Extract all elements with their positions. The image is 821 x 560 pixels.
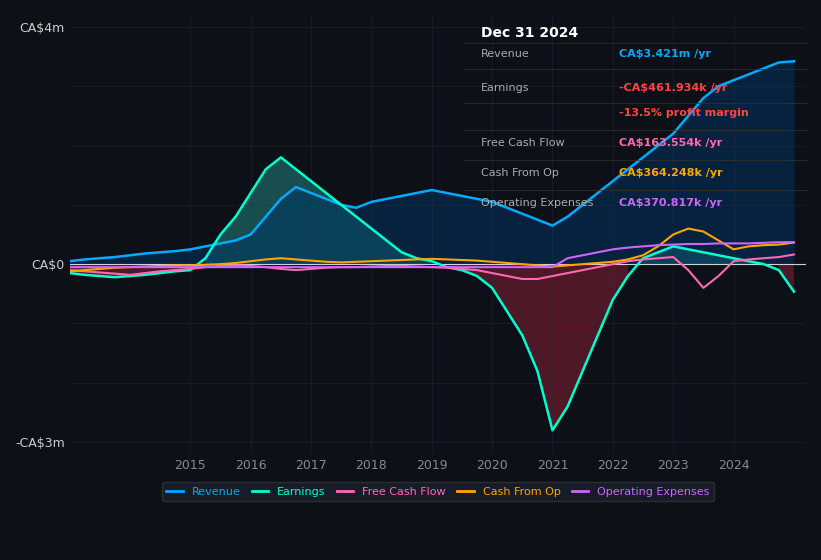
- Text: CA$364.248k /yr: CA$364.248k /yr: [619, 168, 722, 178]
- Text: Revenue: Revenue: [481, 49, 530, 59]
- Text: Free Cash Flow: Free Cash Flow: [481, 138, 565, 148]
- Legend: Revenue, Earnings, Free Cash Flow, Cash From Op, Operating Expenses: Revenue, Earnings, Free Cash Flow, Cash …: [162, 482, 714, 501]
- Text: CA$370.817k /yr: CA$370.817k /yr: [619, 198, 722, 208]
- Text: -CA$461.934k /yr: -CA$461.934k /yr: [619, 83, 727, 93]
- Text: Earnings: Earnings: [481, 83, 530, 93]
- Text: Cash From Op: Cash From Op: [481, 168, 559, 178]
- Text: Operating Expenses: Operating Expenses: [481, 198, 594, 208]
- Text: Dec 31 2024: Dec 31 2024: [481, 26, 578, 40]
- Text: -13.5% profit margin: -13.5% profit margin: [619, 108, 749, 118]
- Text: CA$3.421m /yr: CA$3.421m /yr: [619, 49, 711, 59]
- Text: CA$163.554k /yr: CA$163.554k /yr: [619, 138, 722, 148]
